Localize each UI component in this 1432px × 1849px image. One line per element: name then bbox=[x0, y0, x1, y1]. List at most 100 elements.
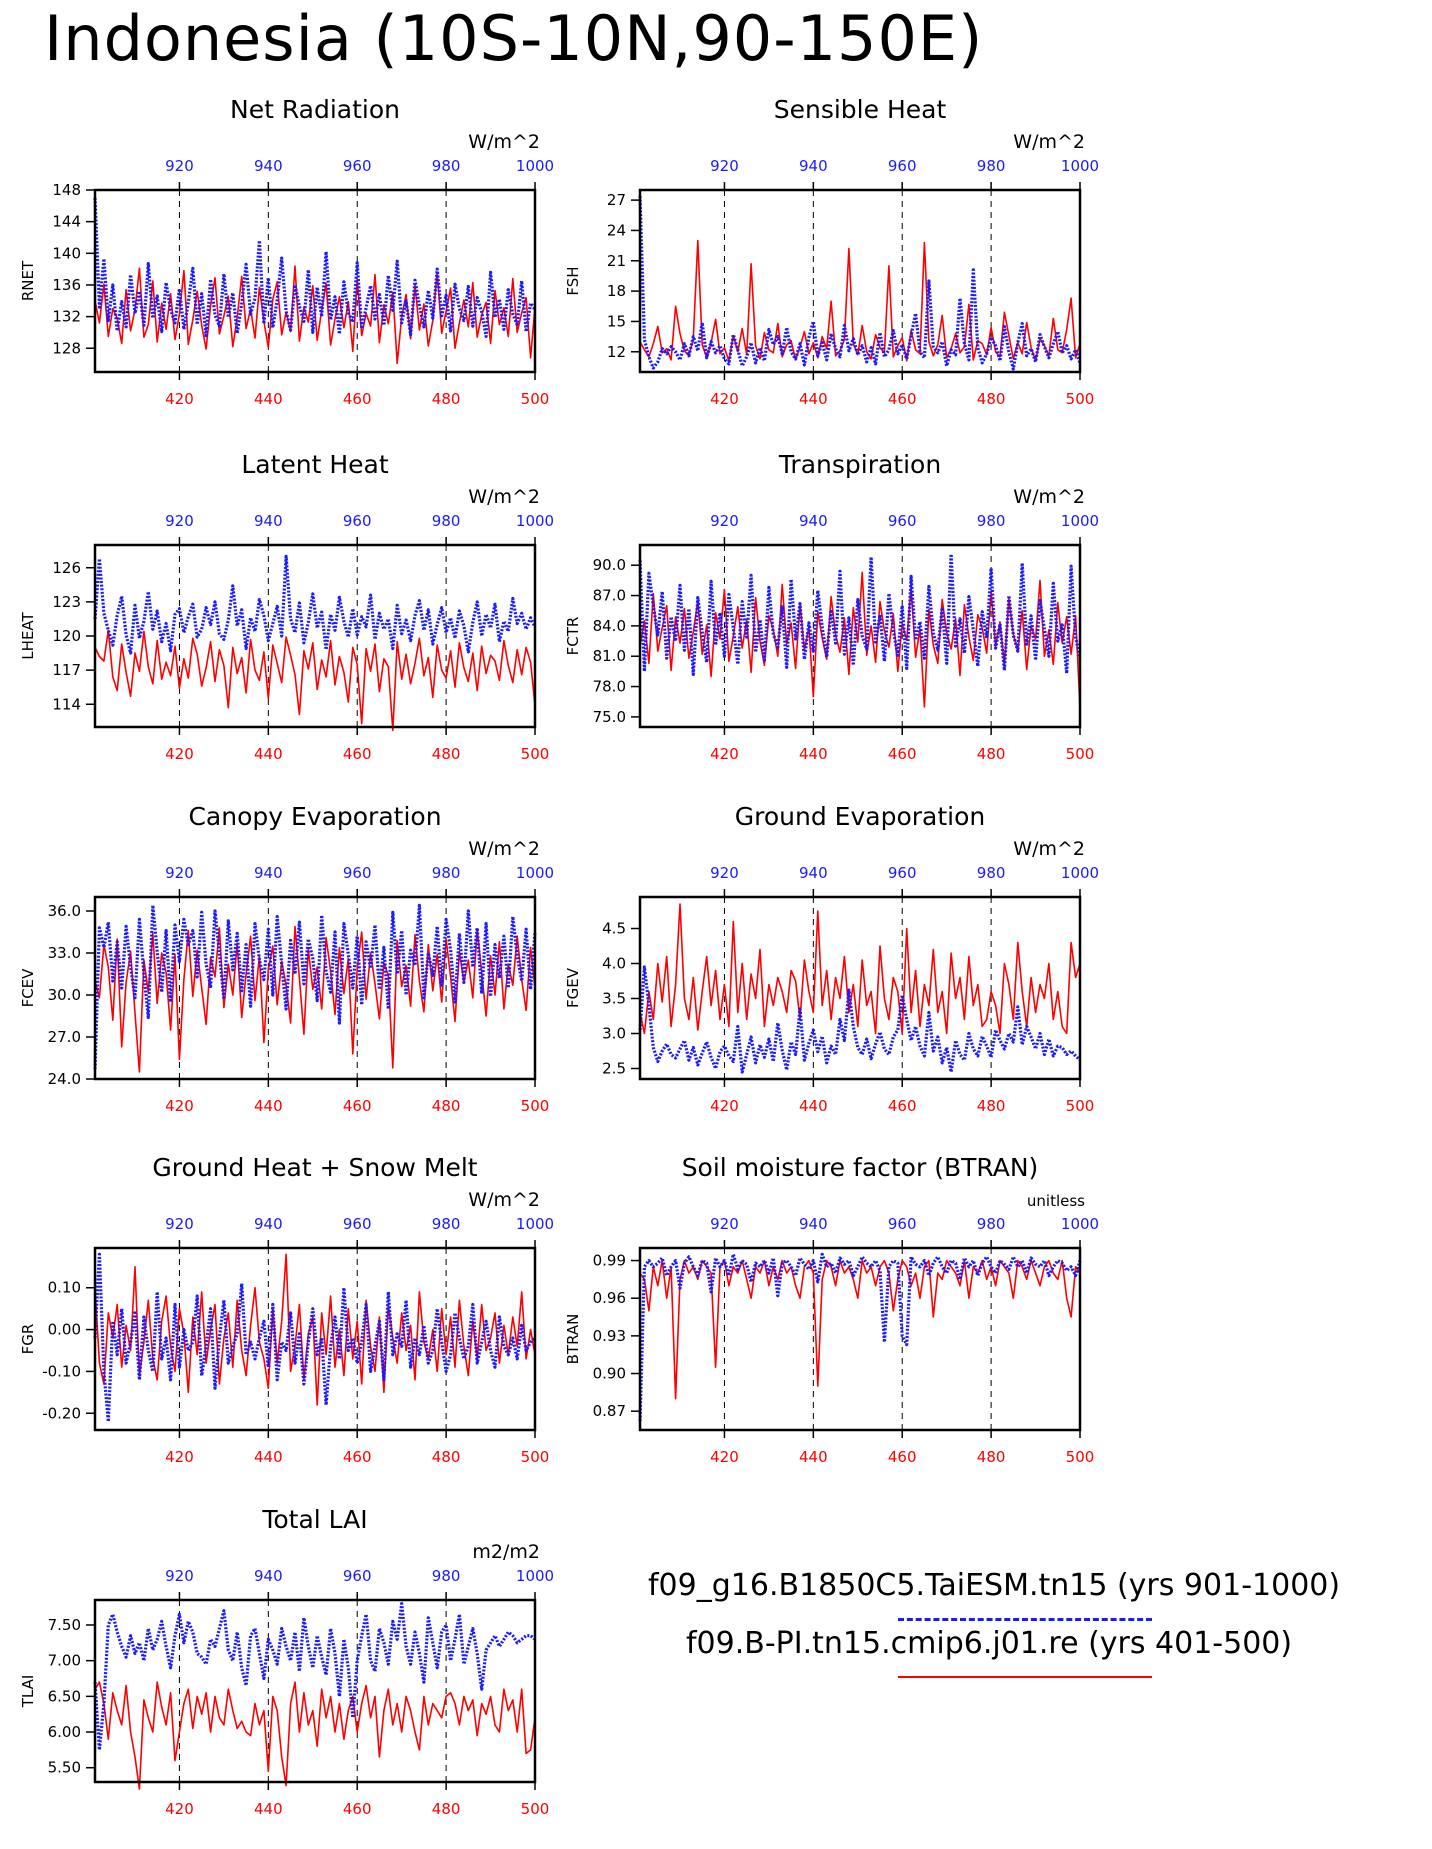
x-tick-label-bottom: 500 bbox=[521, 1800, 550, 1818]
x-tick-label-bottom: 460 bbox=[343, 745, 372, 763]
x-tick-label-top: 1000 bbox=[516, 512, 554, 530]
y-tick-label: 30.0 bbox=[48, 986, 81, 1004]
page-title: Indonesia (10S-10N,90-150E) bbox=[44, 2, 984, 75]
units-label: W/m^2 bbox=[1013, 838, 1085, 860]
y-tick-label: 0.96 bbox=[593, 1289, 626, 1307]
y-tick-label: 0.87 bbox=[593, 1402, 626, 1420]
x-tick-label-top: 1000 bbox=[1061, 1215, 1099, 1233]
y-tick-label: 117 bbox=[52, 661, 81, 679]
x-tick-label-bottom: 480 bbox=[977, 1448, 1006, 1466]
x-tick-label-bottom: 460 bbox=[888, 1097, 917, 1115]
y-tick-label: 0.93 bbox=[593, 1327, 626, 1345]
x-tick-label-top: 1000 bbox=[516, 864, 554, 882]
series-line-blue bbox=[93, 1252, 537, 1424]
units-label: unitless bbox=[1027, 1192, 1085, 1210]
x-tick-label-top: 940 bbox=[799, 864, 828, 882]
x-tick-label-top: 920 bbox=[710, 157, 739, 175]
y-tick-label: -0.20 bbox=[42, 1404, 81, 1422]
x-tick-label-top: 980 bbox=[977, 1215, 1006, 1233]
plot-frame bbox=[93, 1246, 537, 1432]
x-tick-label-top: 940 bbox=[799, 1215, 828, 1233]
y-tick-label: 75.0 bbox=[593, 708, 626, 726]
x-tick-label-top: 960 bbox=[343, 864, 372, 882]
x-tick-label-top: 1000 bbox=[516, 1567, 554, 1585]
y-tick-label: 123 bbox=[52, 593, 81, 611]
y-tick-label: 2.5 bbox=[602, 1060, 626, 1078]
x-tick-label-top: 960 bbox=[888, 1215, 917, 1233]
y-tick-label: 148 bbox=[52, 181, 81, 199]
x-tick-label-bottom: 440 bbox=[254, 1448, 283, 1466]
legend: f09_g16.B1850C5.TaiESM.tn15 (yrs 901-100… bbox=[640, 1568, 1420, 1692]
x-tick-label-top: 980 bbox=[432, 1215, 461, 1233]
x-tick-label-bottom: 420 bbox=[710, 1448, 739, 1466]
y-tick-label: 90.0 bbox=[593, 556, 626, 574]
x-tick-label-bottom: 440 bbox=[799, 745, 828, 763]
chart-title: Latent Heat bbox=[241, 450, 389, 479]
x-tick-label-top: 920 bbox=[710, 512, 739, 530]
chart-title: Sensible Heat bbox=[774, 95, 947, 124]
x-tick-label-bottom: 440 bbox=[799, 1097, 828, 1115]
plot-frame bbox=[93, 188, 537, 374]
y-tick-label: 15 bbox=[607, 312, 626, 330]
y-tick-label: 132 bbox=[52, 308, 81, 326]
x-tick-label-top: 1000 bbox=[516, 157, 554, 175]
y-tick-label: 4.0 bbox=[602, 955, 626, 973]
y-tick-label: -0.10 bbox=[42, 1362, 81, 1380]
units-label: W/m^2 bbox=[1013, 131, 1085, 153]
x-tick-label-bottom: 440 bbox=[799, 390, 828, 408]
x-tick-label-top: 940 bbox=[799, 512, 828, 530]
y-tick-label: 21 bbox=[607, 252, 626, 270]
y-tick-label: 6.50 bbox=[48, 1687, 81, 1705]
y-tick-label: 140 bbox=[52, 244, 81, 262]
units-label: W/m^2 bbox=[468, 838, 540, 860]
x-tick-label-top: 980 bbox=[977, 157, 1006, 175]
x-tick-label-bottom: 460 bbox=[343, 1800, 372, 1818]
x-tick-label-bottom: 480 bbox=[977, 390, 1006, 408]
x-tick-label-bottom: 440 bbox=[799, 1448, 828, 1466]
series-line-red bbox=[94, 1253, 536, 1406]
units-label: W/m^2 bbox=[1013, 486, 1085, 508]
x-tick-label-bottom: 480 bbox=[432, 1097, 461, 1115]
x-tick-label-top: 1000 bbox=[516, 1215, 554, 1233]
plot-frame bbox=[638, 543, 1082, 729]
series-line-red bbox=[94, 1681, 536, 1790]
y-axis-label: FSH bbox=[564, 266, 582, 295]
x-tick-label-top: 960 bbox=[888, 864, 917, 882]
x-tick-label-bottom: 420 bbox=[710, 745, 739, 763]
legend-swatch-red bbox=[898, 1676, 1152, 1678]
y-tick-label: 6.00 bbox=[48, 1723, 81, 1741]
x-tick-label-top: 980 bbox=[432, 864, 461, 882]
y-axis-label: RNET bbox=[19, 260, 37, 301]
series-line-blue bbox=[93, 554, 537, 655]
x-tick-label-top: 1000 bbox=[1061, 157, 1099, 175]
series-line-red bbox=[639, 239, 1081, 362]
y-tick-label: 0.10 bbox=[48, 1279, 81, 1297]
plot-frame bbox=[638, 188, 1082, 374]
x-tick-label-bottom: 420 bbox=[165, 390, 194, 408]
chart-title: Transpiration bbox=[778, 450, 941, 479]
y-tick-label: 81.0 bbox=[593, 647, 626, 665]
y-tick-label: 3.0 bbox=[602, 1025, 626, 1043]
y-tick-label: 4.5 bbox=[602, 920, 626, 938]
y-tick-label: 33.0 bbox=[48, 944, 81, 962]
legend-label-blue: f09_g16.B1850C5.TaiESM.tn15 (yrs 901-100… bbox=[648, 1568, 1341, 1603]
x-tick-label-bottom: 420 bbox=[165, 1448, 194, 1466]
x-tick-label-bottom: 460 bbox=[888, 390, 917, 408]
y-tick-label: 12 bbox=[607, 343, 626, 361]
legend-swatch-blue bbox=[898, 1618, 1152, 1621]
x-tick-label-top: 960 bbox=[343, 1567, 372, 1585]
legend-entry-red: f09.B-PI.tn15.cmip6.j01.re (yrs 401-500) bbox=[640, 1626, 1420, 1692]
plot-frame bbox=[638, 1246, 1082, 1432]
x-tick-label-top: 960 bbox=[888, 512, 917, 530]
y-tick-label: 36.0 bbox=[48, 902, 81, 920]
series-line-blue bbox=[93, 197, 537, 338]
units-label: W/m^2 bbox=[468, 131, 540, 153]
series-line-red bbox=[94, 629, 536, 732]
plot-frame bbox=[93, 895, 537, 1081]
series-line-blue bbox=[638, 196, 1082, 371]
x-tick-label-top: 960 bbox=[888, 157, 917, 175]
x-tick-label-bottom: 440 bbox=[254, 390, 283, 408]
x-tick-label-bottom: 500 bbox=[521, 1097, 550, 1115]
x-tick-label-bottom: 420 bbox=[165, 745, 194, 763]
x-tick-label-bottom: 440 bbox=[254, 1097, 283, 1115]
